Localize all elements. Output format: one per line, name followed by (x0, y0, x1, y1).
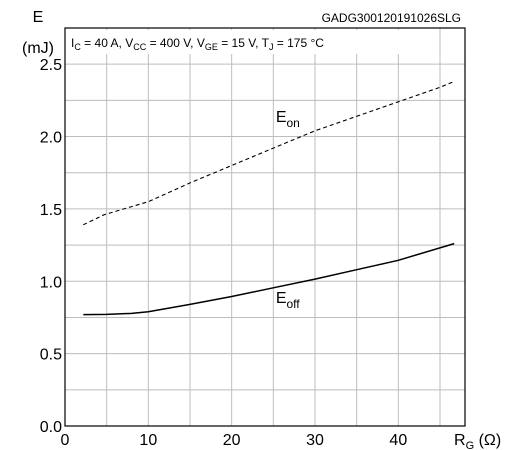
cond-tj-sub: J (269, 42, 274, 52)
y-tick-label: 0.5 (40, 347, 62, 364)
x-tick-label: 0 (61, 432, 70, 449)
cond-ic-value: = 40 A, (81, 36, 125, 50)
plot-frame (64, 27, 466, 427)
series-line-eon (83, 80, 455, 226)
series-label-sub: on (287, 116, 300, 130)
conditions-background (66, 30, 432, 54)
series-label-eon: Eon (276, 109, 300, 130)
cond-vge-value: = 15 V, (218, 36, 262, 50)
x-tick-label: 30 (306, 432, 324, 449)
y-tick-label: 2.0 (40, 130, 62, 147)
x-axis-title: RG (Ω) (454, 432, 501, 450)
conditions-box: IC = 40 A, VCC = 400 V, VGE = 15 V, TJ =… (66, 30, 432, 54)
cond-tj-value: = 175 °C (273, 36, 324, 50)
cond-vge-sub: GE (205, 42, 218, 52)
conditions-text: IC = 40 A, VCC = 400 V, VGE = 15 V, TJ =… (71, 36, 324, 52)
document-id: GADG300120191026SLG (322, 11, 461, 25)
x-axis-subscript: G (466, 440, 475, 450)
cond-vcc-symbol: V (125, 36, 133, 50)
series-label-main: E (276, 109, 287, 126)
series-label-sub: off (287, 297, 301, 311)
cond-vcc-value: = 400 V, (146, 36, 197, 50)
cond-ic-symbol: I (71, 36, 74, 50)
x-tick-label: 40 (389, 432, 407, 449)
x-tick-labels: 0 10 20 30 40 (61, 432, 408, 449)
x-tick-label: 10 (139, 432, 157, 449)
y-tick-label: 0.0 (40, 419, 62, 436)
cond-tj-symbol: T (262, 36, 270, 50)
series-label-eoff: Eoff (276, 290, 300, 311)
y-tick-label: 2.5 (40, 57, 62, 74)
y-tick-label: 1.0 (40, 274, 62, 291)
cond-vge-symbol: V (197, 36, 205, 50)
x-axis-unit: (Ω) (474, 432, 501, 449)
y-tick-labels: 0.0 0.5 1.0 1.5 2.0 2.5 (40, 57, 62, 436)
y-axis-symbol: E (33, 9, 44, 26)
x-axis-symbol: R (454, 432, 466, 449)
y-tick-label: 1.5 (40, 202, 62, 219)
y-axis-unit: (mJ) (22, 40, 54, 57)
cond-vcc-sub: CC (133, 42, 146, 52)
series-line-eoff (83, 242, 455, 316)
series-label-main: E (276, 290, 287, 307)
x-tick-label: 20 (223, 432, 241, 449)
chart-grid (65, 28, 465, 426)
cond-ic-sub: C (74, 42, 81, 52)
